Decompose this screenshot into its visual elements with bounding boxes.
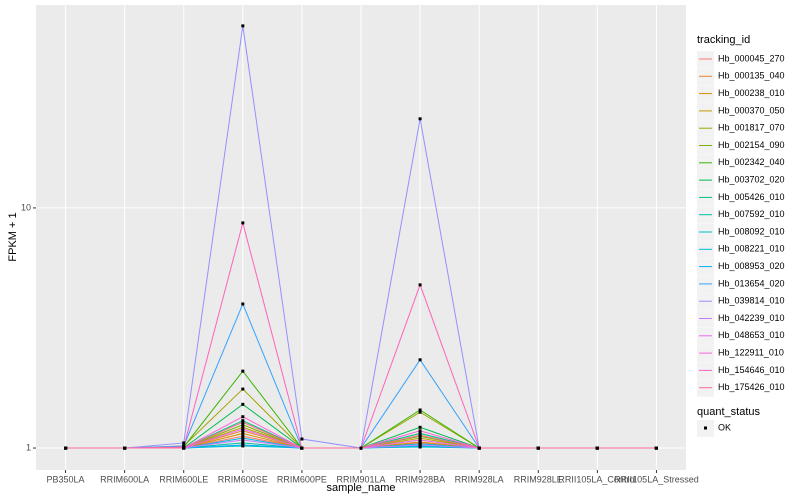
data-point	[241, 438, 245, 442]
y-tick-label: 10	[21, 202, 31, 212]
data-point	[418, 433, 422, 437]
data-point	[241, 429, 245, 433]
x-tick-label: RRIM600PE	[277, 474, 327, 484]
data-point	[418, 443, 422, 447]
data-point	[241, 24, 245, 28]
data-point	[654, 446, 658, 450]
data-point	[123, 446, 127, 450]
x-tick-label: RRIM600LA	[100, 474, 149, 484]
data-point	[418, 431, 422, 435]
legend-label: Hb_002154_090	[718, 140, 785, 150]
data-point	[418, 410, 422, 414]
data-point	[418, 436, 422, 440]
data-point	[300, 437, 304, 441]
legend-label: Hb_003702_020	[718, 174, 785, 184]
legend-title: quant_status	[697, 406, 760, 418]
data-point	[241, 427, 245, 431]
legend-title: tracking_id	[697, 34, 750, 46]
data-point	[300, 446, 304, 450]
legend-label: Hb_005426_010	[718, 192, 785, 202]
x-axis-label: sample_name	[326, 482, 395, 494]
legend-label: Hb_000045_270	[718, 53, 785, 63]
x-tick-label: RRIM928LA	[455, 474, 504, 484]
legend-label: Hb_008221_010	[718, 244, 785, 254]
x-tick-label: PB350LA	[47, 474, 85, 484]
data-point	[241, 402, 245, 406]
data-point	[241, 420, 245, 424]
x-tick-label: RRIM901LA	[336, 474, 385, 484]
data-point	[418, 408, 422, 412]
data-point	[241, 387, 245, 391]
data-point	[418, 429, 422, 433]
x-tick-label: RRIM928LE	[514, 474, 563, 484]
data-point	[241, 425, 245, 429]
legend-label: Hb_008092_010	[718, 226, 785, 236]
data-point	[182, 441, 186, 445]
legend-label: Hb_007592_010	[718, 209, 785, 219]
legend-label: Hb_000135_040	[718, 71, 785, 81]
x-tick-label: RRIM600LE	[159, 474, 208, 484]
y-tick-label: 1	[26, 442, 31, 452]
data-point	[241, 369, 245, 373]
legend-label: Hb_042239_010	[718, 313, 785, 323]
data-point	[241, 436, 245, 440]
data-point	[241, 423, 245, 427]
data-point	[241, 434, 245, 438]
data-point	[477, 446, 481, 450]
data-point	[418, 438, 422, 442]
data-point	[359, 446, 363, 450]
data-point	[241, 431, 245, 435]
x-tick-label: RRIM600SE	[218, 474, 268, 484]
data-point	[418, 358, 422, 362]
legend-label: Hb_008953_020	[718, 261, 785, 271]
data-point	[595, 446, 599, 450]
x-tick-label: RRII105LA_Stressed	[614, 474, 699, 484]
data-point	[64, 446, 68, 450]
data-point	[241, 443, 245, 447]
legend-swatch	[704, 426, 707, 430]
legend-label: Hb_122911_010	[718, 347, 784, 357]
legend-label: Hb_013654_020	[718, 278, 785, 288]
data-point	[536, 446, 540, 450]
legend-label: Hb_000370_050	[718, 105, 785, 115]
data-point	[241, 302, 245, 306]
data-point	[418, 117, 422, 121]
y-axis-label: FPKM + 1	[7, 212, 19, 261]
x-tick-label: RRII105LA_Control	[558, 474, 636, 484]
legend-label: Hb_000238_010	[718, 88, 785, 98]
data-point	[241, 419, 245, 423]
data-point	[418, 440, 422, 444]
data-point	[241, 415, 245, 419]
legend-label: Hb_154646_010	[718, 365, 785, 375]
legend-label: Hb_039814_010	[718, 296, 785, 306]
legend-label: Hb_048653_010	[718, 330, 785, 340]
data-point	[241, 441, 245, 445]
legend-label: Hb_001817_070	[718, 123, 785, 133]
data-point	[418, 283, 422, 287]
legend-label: Hb_002342_040	[718, 157, 785, 167]
data-point	[241, 221, 245, 225]
x-tick-label: RRIM928BA	[395, 474, 445, 484]
legend-label: OK	[718, 422, 731, 432]
data-point	[418, 425, 422, 429]
data-point	[182, 446, 186, 450]
legend-label: Hb_175426_010	[718, 382, 785, 392]
